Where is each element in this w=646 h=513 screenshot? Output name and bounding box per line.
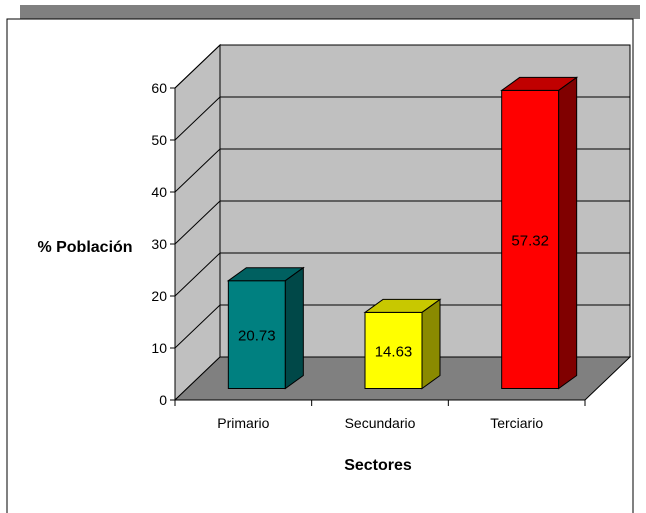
gridline: [174, 44, 630, 89]
y-tick-label: 50: [151, 132, 167, 148]
x-tick-label: Primario: [217, 415, 269, 431]
gridline: [174, 96, 630, 141]
y-tick-label: 40: [151, 184, 167, 200]
data-label: 57.32: [511, 232, 549, 249]
gridline: [174, 148, 630, 193]
bar-primario-front: [227, 280, 286, 390]
x-axis-title: Sectores: [344, 457, 412, 474]
y-tick-label: 30: [151, 236, 167, 252]
data-label: 20.73: [238, 328, 276, 345]
bar-secundario-side: [421, 298, 441, 390]
top-banner: [20, 5, 640, 19]
x-tick-label: Secundario: [345, 415, 416, 431]
data-label: 14.63: [375, 343, 413, 360]
y-tick-label: 0: [159, 392, 167, 408]
y-tick-label: 10: [151, 340, 167, 356]
bar-secundario-front: [364, 311, 423, 390]
bar-primario-side: [284, 266, 304, 390]
y-axis-title: % Población: [37, 239, 132, 256]
y-tick-label: 20: [151, 288, 167, 304]
plot-area: 0 10 20 30 40 50 60 20.73 Primario 14.63 Secundari…: [151, 43, 632, 431]
gridline: [174, 252, 630, 297]
bar-terciario-side: [558, 76, 578, 390]
x-tick-label: Terciario: [490, 415, 543, 431]
gridline: [174, 200, 630, 245]
y-tick-label: 60: [151, 80, 167, 96]
bar-terciario-front: [501, 89, 560, 389]
gridline: [174, 304, 630, 349]
